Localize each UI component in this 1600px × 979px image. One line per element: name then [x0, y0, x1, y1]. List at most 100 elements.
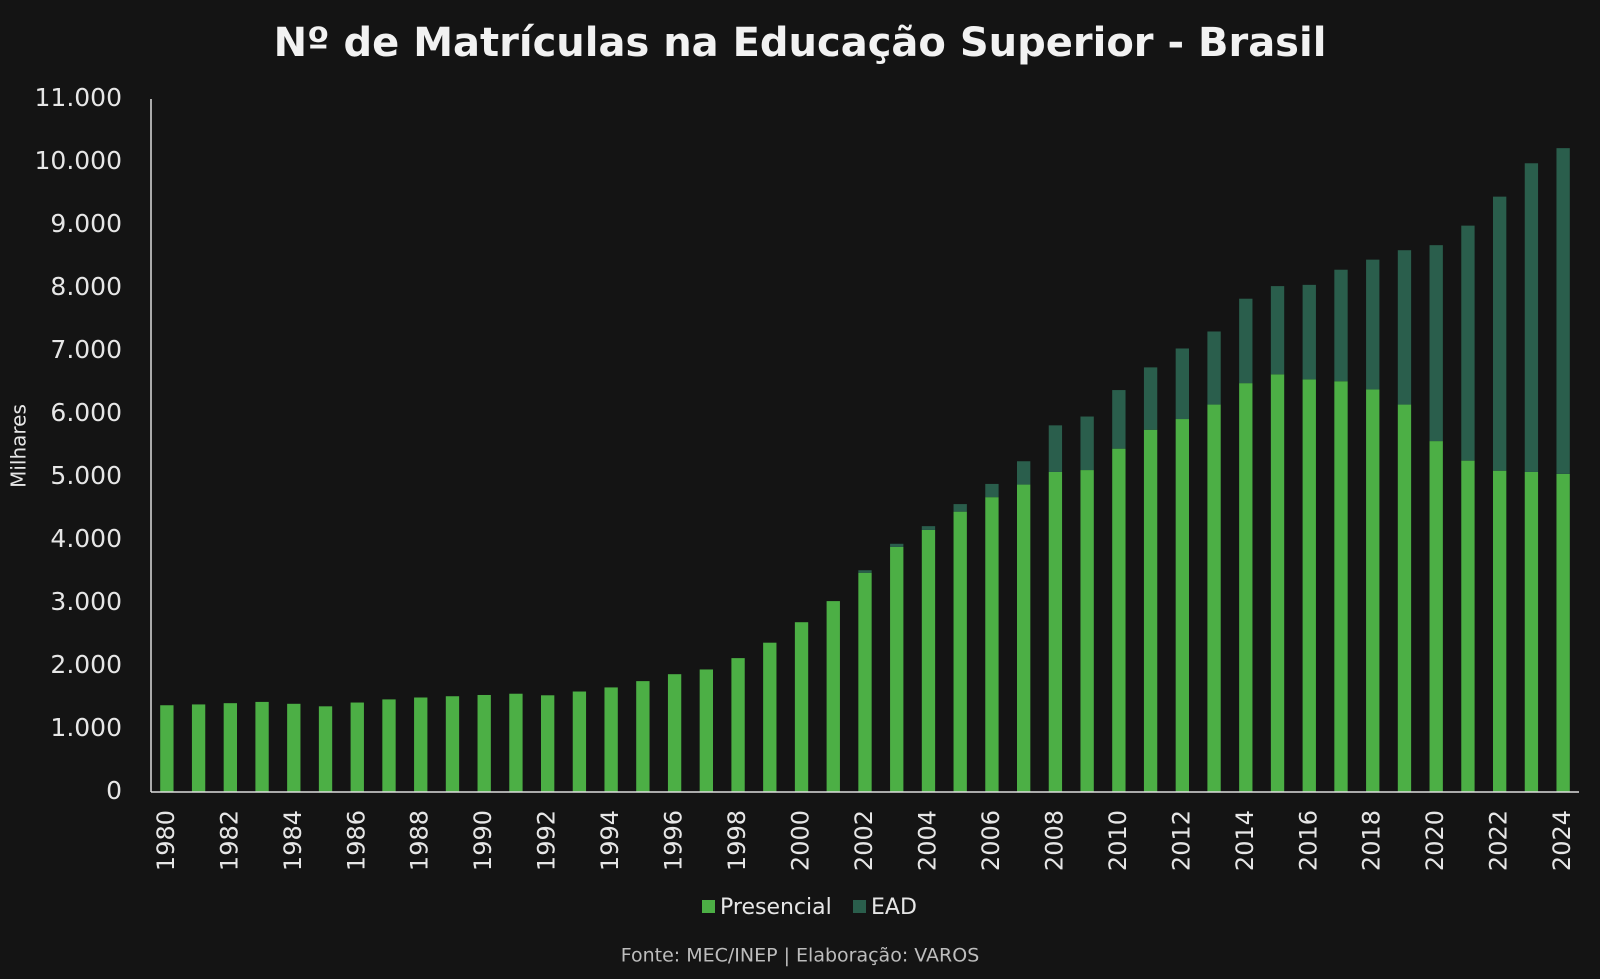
bar-segment — [858, 572, 872, 792]
bar-segment — [1048, 425, 1063, 472]
x-tick-label: 1994 — [596, 810, 624, 871]
bar-segment — [1461, 460, 1475, 792]
bar-segment — [191, 704, 206, 792]
bar-segment — [636, 681, 650, 792]
bar-segment — [921, 526, 936, 530]
bar-segment — [1048, 471, 1063, 792]
legend-swatch — [702, 900, 715, 913]
bar-segment — [604, 687, 618, 792]
x-tick-label: 2022 — [1485, 810, 1513, 871]
bar-segment — [1143, 367, 1158, 430]
x-tick-label: 2018 — [1358, 810, 1386, 871]
bar-segment — [509, 693, 523, 792]
y-tick-label: 11.000 — [35, 83, 122, 112]
bar-segment — [1524, 471, 1539, 792]
chart-title: Nº de Matrículas na Educação Superior - … — [274, 20, 1327, 66]
x-tick-label: 1986 — [342, 810, 370, 871]
bar-segment — [1334, 269, 1348, 382]
x-tick-label: 2024 — [1548, 810, 1576, 871]
bar-segment — [826, 601, 840, 792]
y-tick-label: 5.000 — [50, 461, 122, 490]
bar-segment — [1080, 416, 1094, 471]
x-tick-label: 1988 — [406, 810, 434, 871]
bar-segment — [1270, 286, 1285, 375]
bar-segment — [287, 703, 301, 792]
x-tick-label: 1990 — [469, 810, 497, 871]
bar-segment — [1493, 470, 1507, 792]
bar-segment — [953, 504, 967, 512]
bar-segment — [160, 705, 174, 792]
bar-segment — [1017, 461, 1031, 485]
bar-segment — [255, 701, 269, 792]
bar-segment — [1334, 381, 1348, 792]
y-tick-label: 2.000 — [50, 650, 122, 679]
bar-segment — [1302, 379, 1316, 792]
bar-segment — [382, 699, 396, 792]
x-tick-label: 2014 — [1231, 810, 1259, 871]
x-tick-label: 2010 — [1104, 810, 1132, 871]
bar-segment — [1493, 196, 1507, 471]
bar-segment — [572, 691, 587, 792]
bar-segment — [1112, 448, 1126, 792]
legend-label: EAD — [871, 895, 917, 920]
y-tick-label: 7.000 — [50, 335, 122, 364]
bar-segment — [858, 570, 872, 573]
bar-segment — [921, 529, 936, 792]
bar-segment — [1080, 470, 1094, 792]
x-tick-label: 1996 — [660, 810, 688, 871]
y-tick-label: 10.000 — [35, 146, 122, 175]
bar-segment — [890, 543, 904, 547]
bar-segment — [1461, 225, 1475, 461]
bar-segment — [1239, 298, 1253, 384]
x-tick-label: 2000 — [787, 810, 815, 871]
y-tick-label: 6.000 — [50, 398, 122, 427]
bar-segment — [1112, 390, 1126, 449]
bar-segment — [1207, 331, 1221, 405]
bar-segment — [1143, 429, 1158, 792]
bar-segment — [1397, 404, 1412, 792]
legend-label: Presencial — [720, 895, 832, 920]
bar-segment — [1175, 419, 1189, 792]
y-tick-label: 8.000 — [50, 272, 122, 301]
x-tick-label: 2012 — [1167, 810, 1195, 871]
bar-segment — [1429, 245, 1443, 442]
bar-segment — [1207, 404, 1221, 792]
bar-segment — [731, 658, 745, 792]
bar-segment — [350, 702, 364, 792]
bar-segment — [318, 706, 333, 792]
bar-segment — [445, 696, 460, 792]
bar-segment — [699, 669, 713, 792]
bar-segment — [890, 546, 904, 792]
y-tick-label: 9.000 — [50, 209, 122, 238]
y-tick-label: 0 — [106, 776, 122, 805]
bar-segment — [1366, 389, 1380, 792]
y-tick-label: 1.000 — [50, 713, 122, 742]
bar-segment — [985, 483, 999, 498]
x-tick-label: 1984 — [279, 810, 307, 871]
bar-segment — [763, 642, 777, 792]
source-note: Fonte: MEC/INEP | Elaboração: VAROS — [621, 945, 980, 967]
bar-segment — [667, 674, 682, 792]
x-tick-label: 1982 — [215, 810, 243, 871]
bar-segment — [1556, 473, 1570, 792]
bar-segment — [1239, 383, 1253, 792]
bar-segment — [1175, 348, 1189, 420]
bar-segment — [477, 694, 491, 792]
x-tick-label: 1998 — [723, 810, 751, 871]
legend-swatch — [853, 900, 866, 913]
x-tick-label: 2004 — [913, 810, 941, 871]
y-tick-label: 3.000 — [50, 587, 122, 616]
x-tick-label: 2016 — [1294, 810, 1322, 871]
x-tick-label: 2008 — [1040, 810, 1068, 871]
bar-segment — [953, 511, 967, 792]
bar-segment — [1429, 441, 1443, 792]
bar-segment — [1524, 163, 1539, 472]
y-axis-label: Milhares — [7, 404, 31, 488]
x-tick-label: 2006 — [977, 810, 1005, 871]
x-tick-label: 2020 — [1421, 810, 1449, 871]
x-tick-label: 1980 — [152, 810, 180, 871]
bar-segment — [1556, 148, 1570, 474]
